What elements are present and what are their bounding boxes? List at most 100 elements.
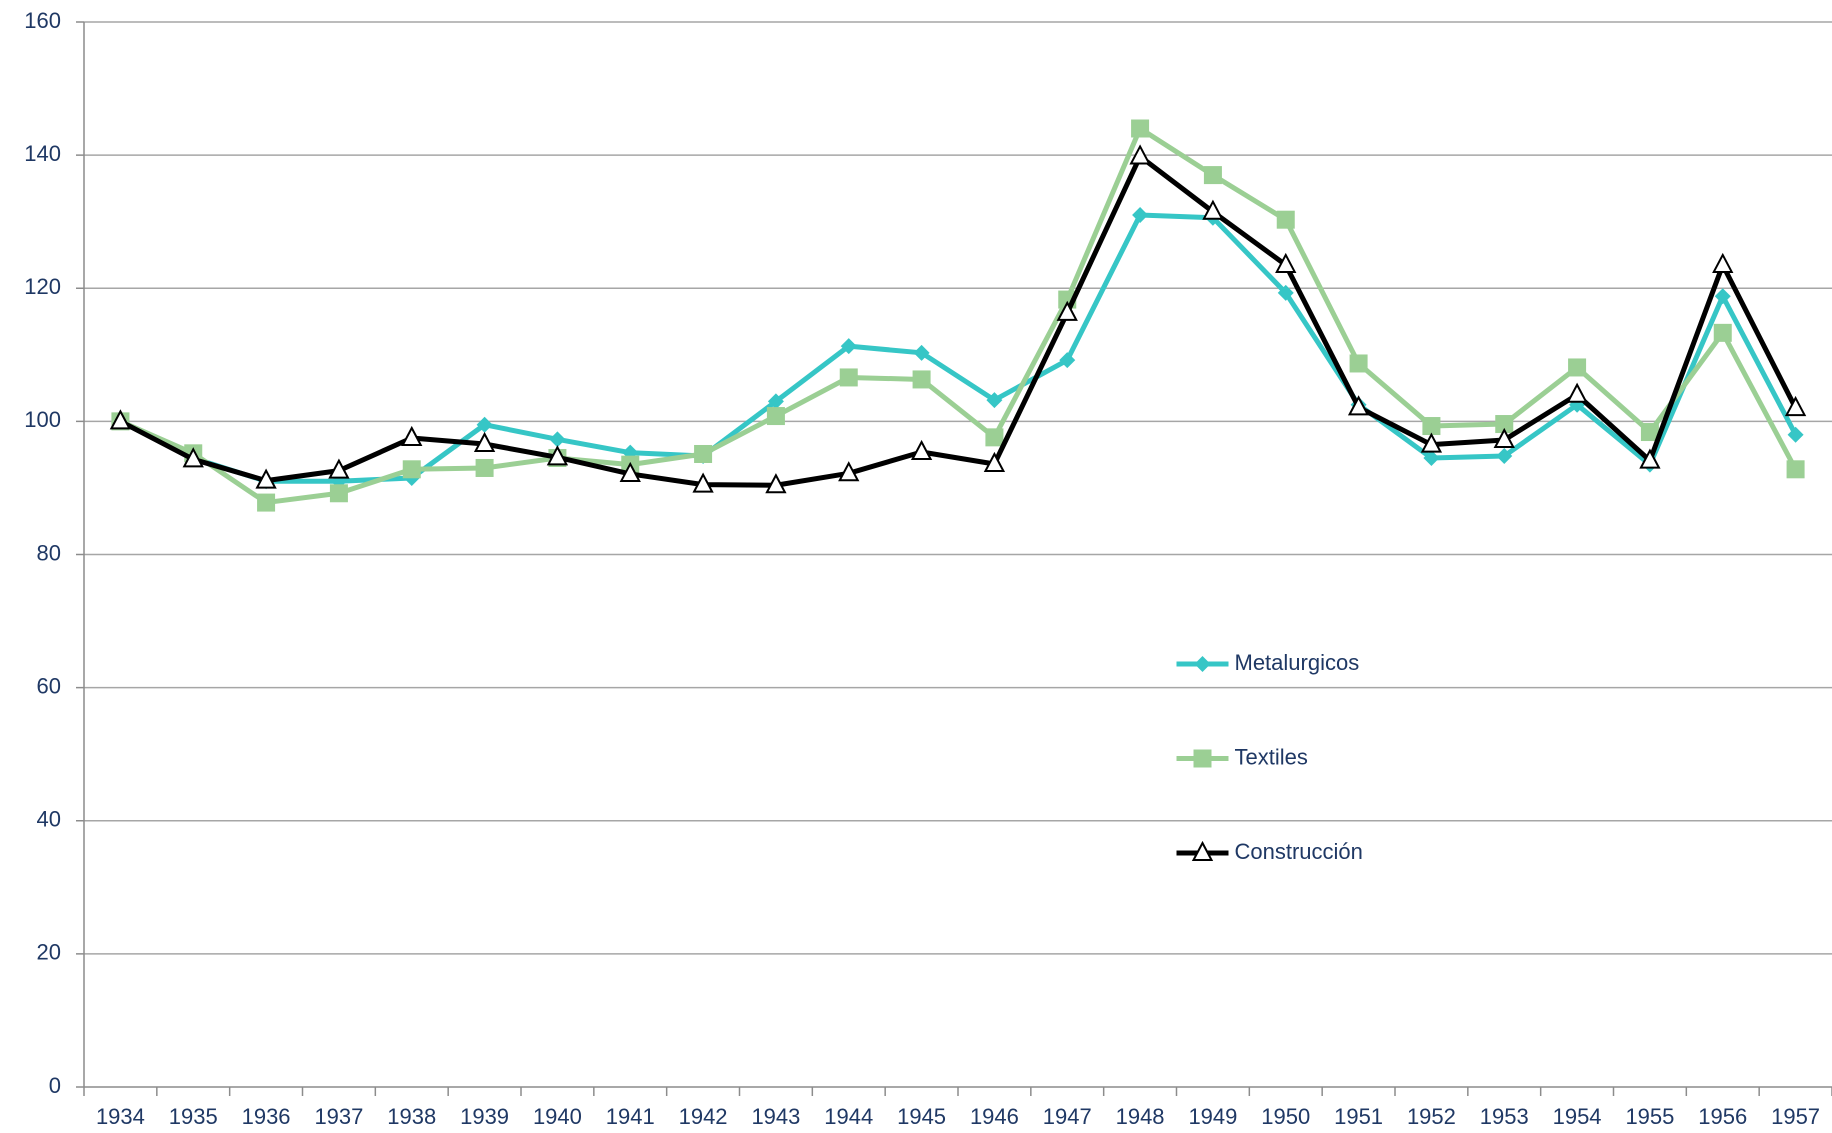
data-point	[1640, 423, 1659, 442]
data-point	[402, 460, 421, 479]
x-tick-label: 1953	[1480, 1104, 1529, 1129]
x-tick-label: 1940	[533, 1104, 582, 1129]
data-point	[1566, 382, 1588, 403]
series-line	[119, 212, 1798, 484]
x-tick-label: 1935	[169, 1104, 218, 1129]
data-point	[1787, 426, 1804, 443]
data-point	[1131, 119, 1150, 138]
data-point	[986, 392, 1003, 409]
data-point	[1202, 199, 1224, 220]
data-point	[1786, 460, 1805, 479]
data-point	[1712, 252, 1734, 273]
x-tick-label: 1948	[1116, 1104, 1165, 1129]
data-point	[985, 428, 1004, 447]
x-tick-label: 1951	[1334, 1104, 1383, 1129]
data-point	[765, 473, 787, 494]
data-point	[1056, 300, 1078, 321]
data-point	[912, 370, 931, 389]
data-point	[1496, 447, 1513, 464]
data-point	[328, 458, 350, 479]
x-tick-label: 1937	[314, 1104, 363, 1129]
data-point	[1132, 207, 1149, 224]
data-point	[910, 439, 933, 460]
legend-marker	[1193, 749, 1212, 768]
x-tick-label: 1956	[1698, 1104, 1747, 1129]
data-point	[1277, 284, 1294, 301]
x-tick-label: 1945	[897, 1104, 946, 1129]
x-tick-label: 1939	[460, 1104, 509, 1129]
data-point	[473, 431, 496, 453]
data-point	[839, 368, 858, 387]
data-point	[1639, 448, 1661, 469]
x-tick-label: 1949	[1188, 1104, 1237, 1129]
y-tick-label: 120	[24, 274, 61, 299]
legend-label: Construcción	[1235, 839, 1363, 864]
data-point	[1059, 352, 1076, 369]
data-point	[840, 338, 857, 355]
data-point	[838, 461, 860, 482]
legend-marker	[1191, 840, 1214, 861]
data-point	[694, 444, 713, 463]
x-tick-label: 1947	[1043, 1104, 1092, 1129]
data-point	[766, 407, 785, 426]
x-tick-label: 1954	[1553, 1104, 1602, 1129]
x-tick-label: 1936	[242, 1104, 291, 1129]
y-tick-label: 140	[24, 141, 61, 166]
legend-label: Metalurgicos	[1235, 650, 1360, 675]
data-point	[1714, 288, 1731, 305]
data-point	[1495, 415, 1514, 434]
data-point	[767, 393, 784, 410]
data-point	[1713, 323, 1732, 342]
data-point	[182, 447, 204, 468]
data-point	[1784, 395, 1807, 417]
data-point	[983, 451, 1006, 472]
legend-label: Textiles	[1235, 744, 1308, 769]
data-point	[549, 431, 566, 448]
data-point	[1349, 354, 1368, 373]
data-point	[1129, 144, 1151, 165]
x-tick-label: 1946	[970, 1104, 1019, 1129]
y-tick-label: 0	[49, 1073, 61, 1098]
series-line	[119, 126, 1798, 506]
legend-marker	[1194, 656, 1211, 672]
data-point	[1347, 395, 1370, 416]
data-point	[1203, 166, 1222, 185]
data-point	[1493, 427, 1515, 449]
data-point	[255, 468, 277, 489]
data-point	[619, 461, 641, 482]
y-tick-label: 60	[37, 673, 61, 698]
data-point	[475, 458, 494, 477]
data-point	[1422, 417, 1441, 436]
data-point	[1420, 432, 1443, 453]
data-point	[692, 472, 714, 493]
y-tick-label: 20	[37, 940, 61, 965]
x-tick-label: 1955	[1625, 1104, 1674, 1129]
y-tick-label: 160	[24, 8, 61, 33]
data-point	[1275, 252, 1297, 273]
series-line	[119, 153, 1798, 488]
x-tick-label: 1944	[824, 1104, 873, 1129]
data-point	[913, 344, 930, 361]
x-tick-label: 1934	[96, 1104, 145, 1129]
x-tick-label: 1938	[387, 1104, 436, 1129]
data-point	[1568, 358, 1587, 377]
data-point	[257, 493, 276, 512]
y-tick-label: 40	[37, 807, 61, 832]
data-point	[1423, 449, 1440, 466]
x-tick-label: 1942	[679, 1104, 728, 1129]
y-tick-label: 100	[24, 407, 61, 432]
x-tick-label: 1950	[1261, 1104, 1310, 1129]
x-tick-label: 1941	[606, 1104, 655, 1129]
x-tick-label: 1943	[751, 1104, 800, 1129]
data-point	[401, 425, 423, 447]
x-tick-label: 1957	[1771, 1104, 1820, 1129]
data-point	[476, 416, 493, 433]
data-point	[329, 484, 348, 503]
x-tick-label: 1952	[1407, 1104, 1456, 1129]
y-tick-label: 80	[37, 540, 61, 565]
data-point	[109, 409, 132, 430]
data-point	[1276, 210, 1295, 229]
data-point	[546, 445, 569, 466]
